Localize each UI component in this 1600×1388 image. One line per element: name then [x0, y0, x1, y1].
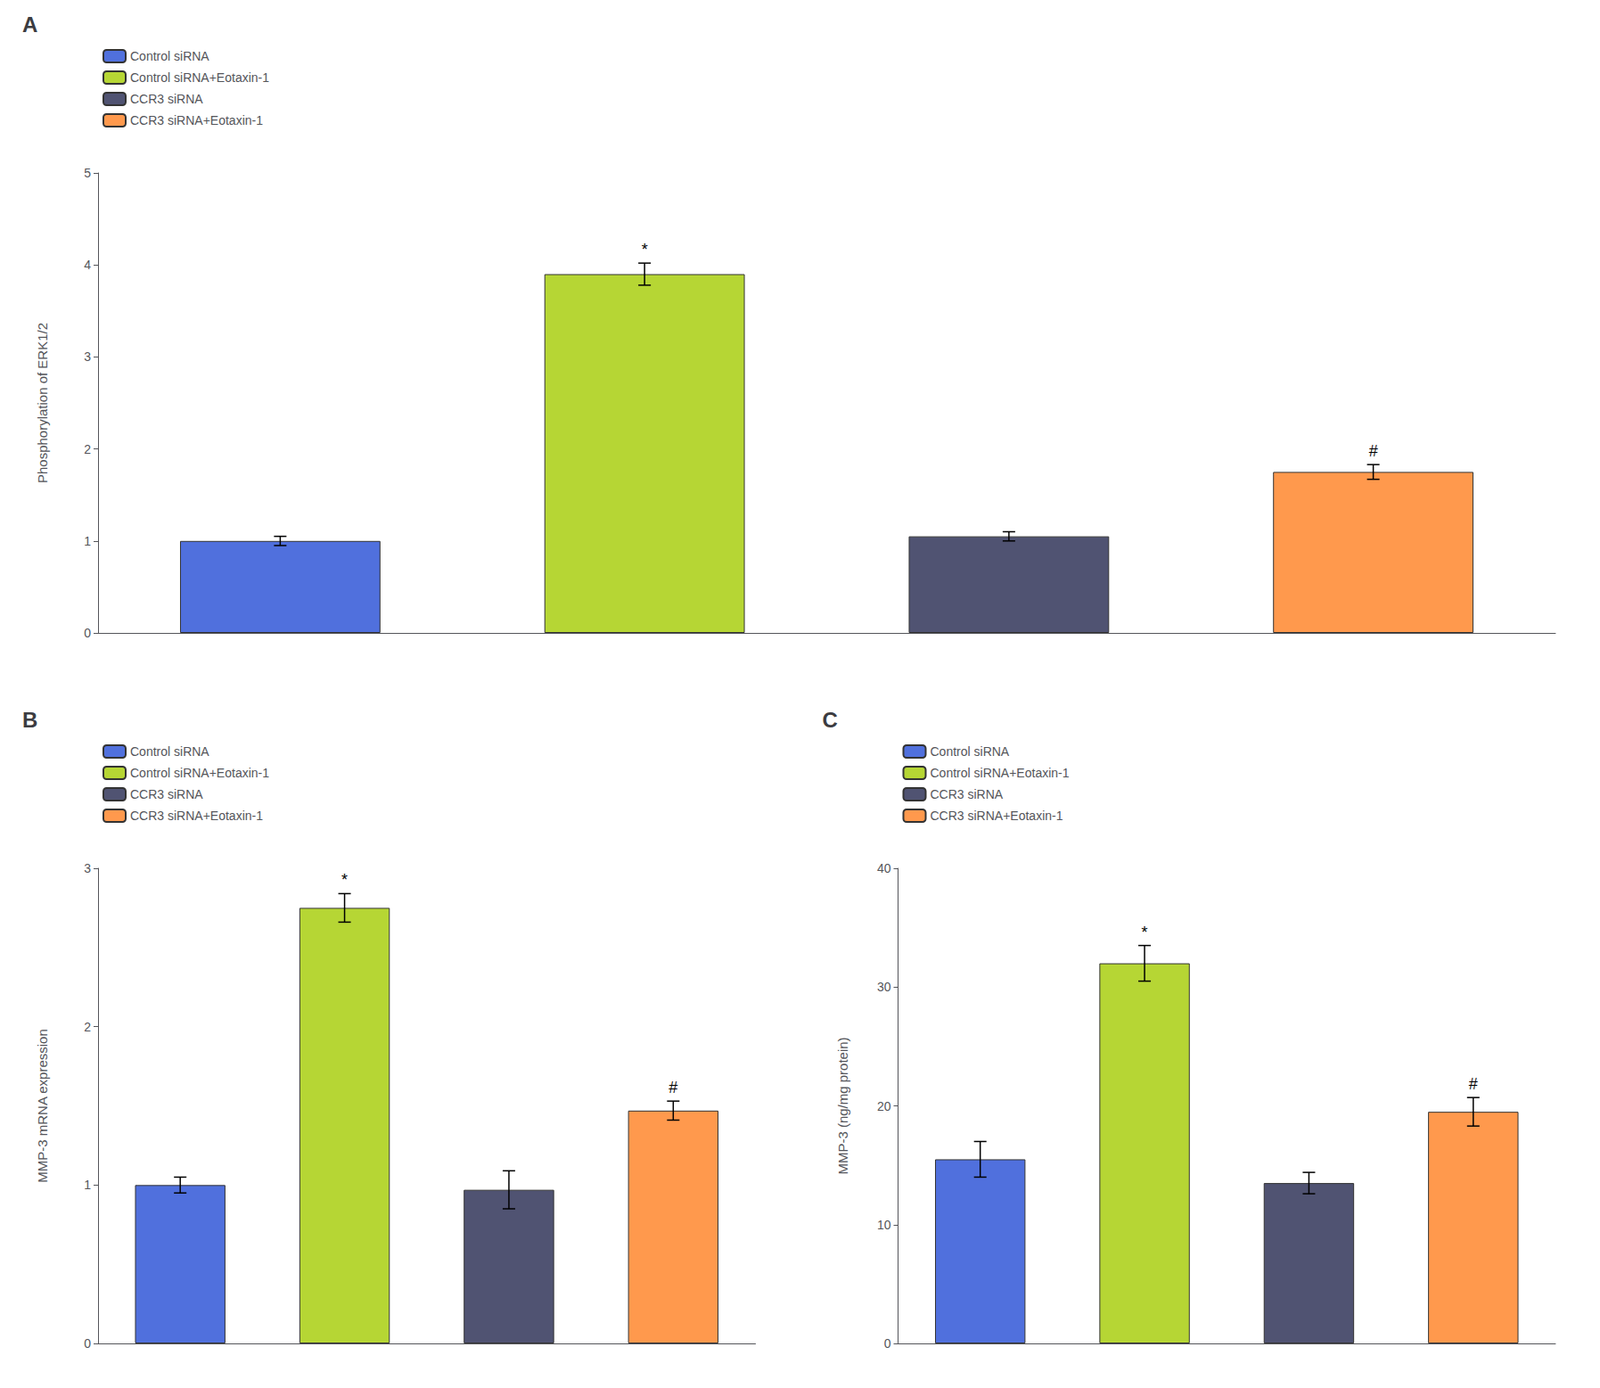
svg-text:*: * [1141, 923, 1149, 942]
svg-text:30: 30 [877, 979, 892, 994]
svg-text:#: # [1468, 1074, 1478, 1093]
svg-text:5: 5 [83, 165, 91, 181]
svg-text:CCR3 siRNA: CCR3 siRNA [130, 787, 204, 802]
svg-text:*: * [641, 240, 649, 259]
svg-text:3: 3 [83, 861, 91, 876]
svg-text:Control siRNA+Eotaxin-1: Control siRNA+Eotaxin-1 [930, 765, 1070, 780]
svg-text:B: B [22, 707, 38, 732]
svg-text:#: # [668, 1078, 678, 1097]
svg-text:CCR3 siRNA: CCR3 siRNA [930, 787, 1004, 802]
svg-text:10: 10 [877, 1217, 892, 1232]
svg-text:Control siRNA+Eotaxin-1: Control siRNA+Eotaxin-1 [130, 70, 270, 85]
svg-text:1: 1 [83, 1177, 91, 1192]
svg-text:Phosphorylation of ERK1/2: Phosphorylation of ERK1/2 [34, 322, 50, 484]
svg-text:C: C [822, 707, 838, 732]
svg-text:CCR3 siRNA: CCR3 siRNA [130, 91, 204, 107]
svg-text:40: 40 [877, 861, 892, 876]
svg-text:A: A [22, 12, 38, 37]
svg-text:CCR3 siRNA+Eotaxin-1: CCR3 siRNA+Eotaxin-1 [130, 808, 263, 823]
svg-text:*: * [341, 870, 348, 889]
svg-text:4: 4 [83, 257, 91, 272]
svg-text:0: 0 [83, 625, 91, 640]
svg-text:MMP-3 mRNA expression: MMP-3 mRNA expression [34, 1028, 50, 1183]
svg-text:0: 0 [83, 1336, 91, 1351]
svg-text:Control siRNA+Eotaxin-1: Control siRNA+Eotaxin-1 [130, 765, 270, 780]
svg-text:0: 0 [884, 1336, 892, 1351]
svg-text:Control siRNA: Control siRNA [930, 744, 1010, 759]
svg-text:CCR3 siRNA+Eotaxin-1: CCR3 siRNA+Eotaxin-1 [930, 808, 1064, 823]
svg-text:3: 3 [83, 349, 91, 364]
svg-text:Control siRNA: Control siRNA [130, 49, 210, 64]
svg-text:Control siRNA: Control siRNA [130, 744, 210, 759]
svg-text:CCR3 siRNA+Eotaxin-1: CCR3 siRNA+Eotaxin-1 [130, 113, 263, 128]
svg-text:2: 2 [83, 1019, 91, 1034]
svg-text:20: 20 [877, 1099, 892, 1114]
svg-text:2: 2 [83, 442, 91, 457]
svg-text:#: # [1369, 442, 1379, 460]
svg-text:1: 1 [83, 533, 91, 549]
svg-text:MMP-3 (ng/mg protein): MMP-3 (ng/mg protein) [835, 1036, 851, 1174]
